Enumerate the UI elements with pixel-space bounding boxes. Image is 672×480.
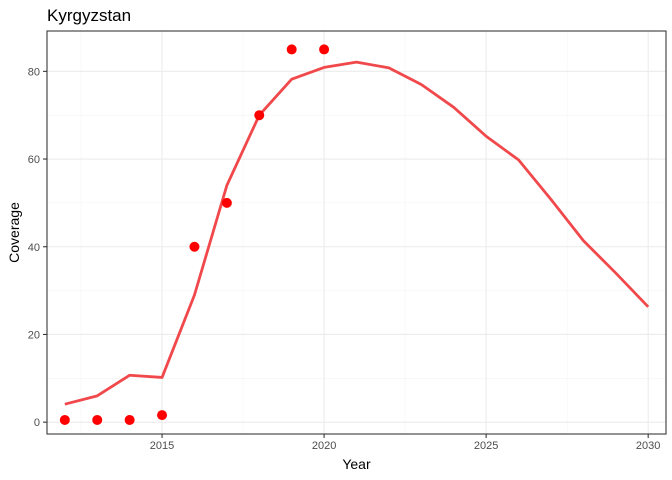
minor-gridlines	[47, 31, 666, 434]
y-axis-title: Coverage	[6, 202, 22, 263]
fitted-coverage-line	[64, 60, 650, 406]
observed-point	[254, 110, 265, 121]
y-tick-label: 80	[28, 66, 40, 78]
x-axis: 2015 2020 2025 2030	[150, 434, 660, 452]
x-tick-label: 2030	[636, 440, 660, 452]
x-tick-label: 2015	[150, 440, 174, 452]
observed-point	[286, 44, 297, 55]
observed-point	[59, 414, 70, 425]
major-gridlines	[47, 31, 666, 434]
chart-title: Kyrgyzstan	[47, 6, 131, 25]
panel-border	[46, 30, 667, 435]
observed-point	[124, 414, 135, 425]
observed-point	[92, 414, 103, 425]
y-tick-label: 40	[28, 242, 40, 254]
y-tick-label: 0	[34, 417, 40, 429]
y-tick-label: 20	[28, 329, 40, 341]
observed-points-series	[59, 44, 330, 425]
fitted-line-series	[64, 60, 650, 406]
y-axis: 0 20 40 60 80	[28, 66, 47, 429]
x-axis-title: Year	[342, 456, 371, 472]
observed-point	[157, 410, 168, 421]
observed-point	[221, 197, 232, 208]
x-tick-label: 2020	[312, 440, 336, 452]
x-tick-label: 2025	[474, 440, 498, 452]
observed-point	[319, 44, 330, 55]
y-tick-label: 60	[28, 154, 40, 166]
observed-point	[189, 241, 200, 252]
